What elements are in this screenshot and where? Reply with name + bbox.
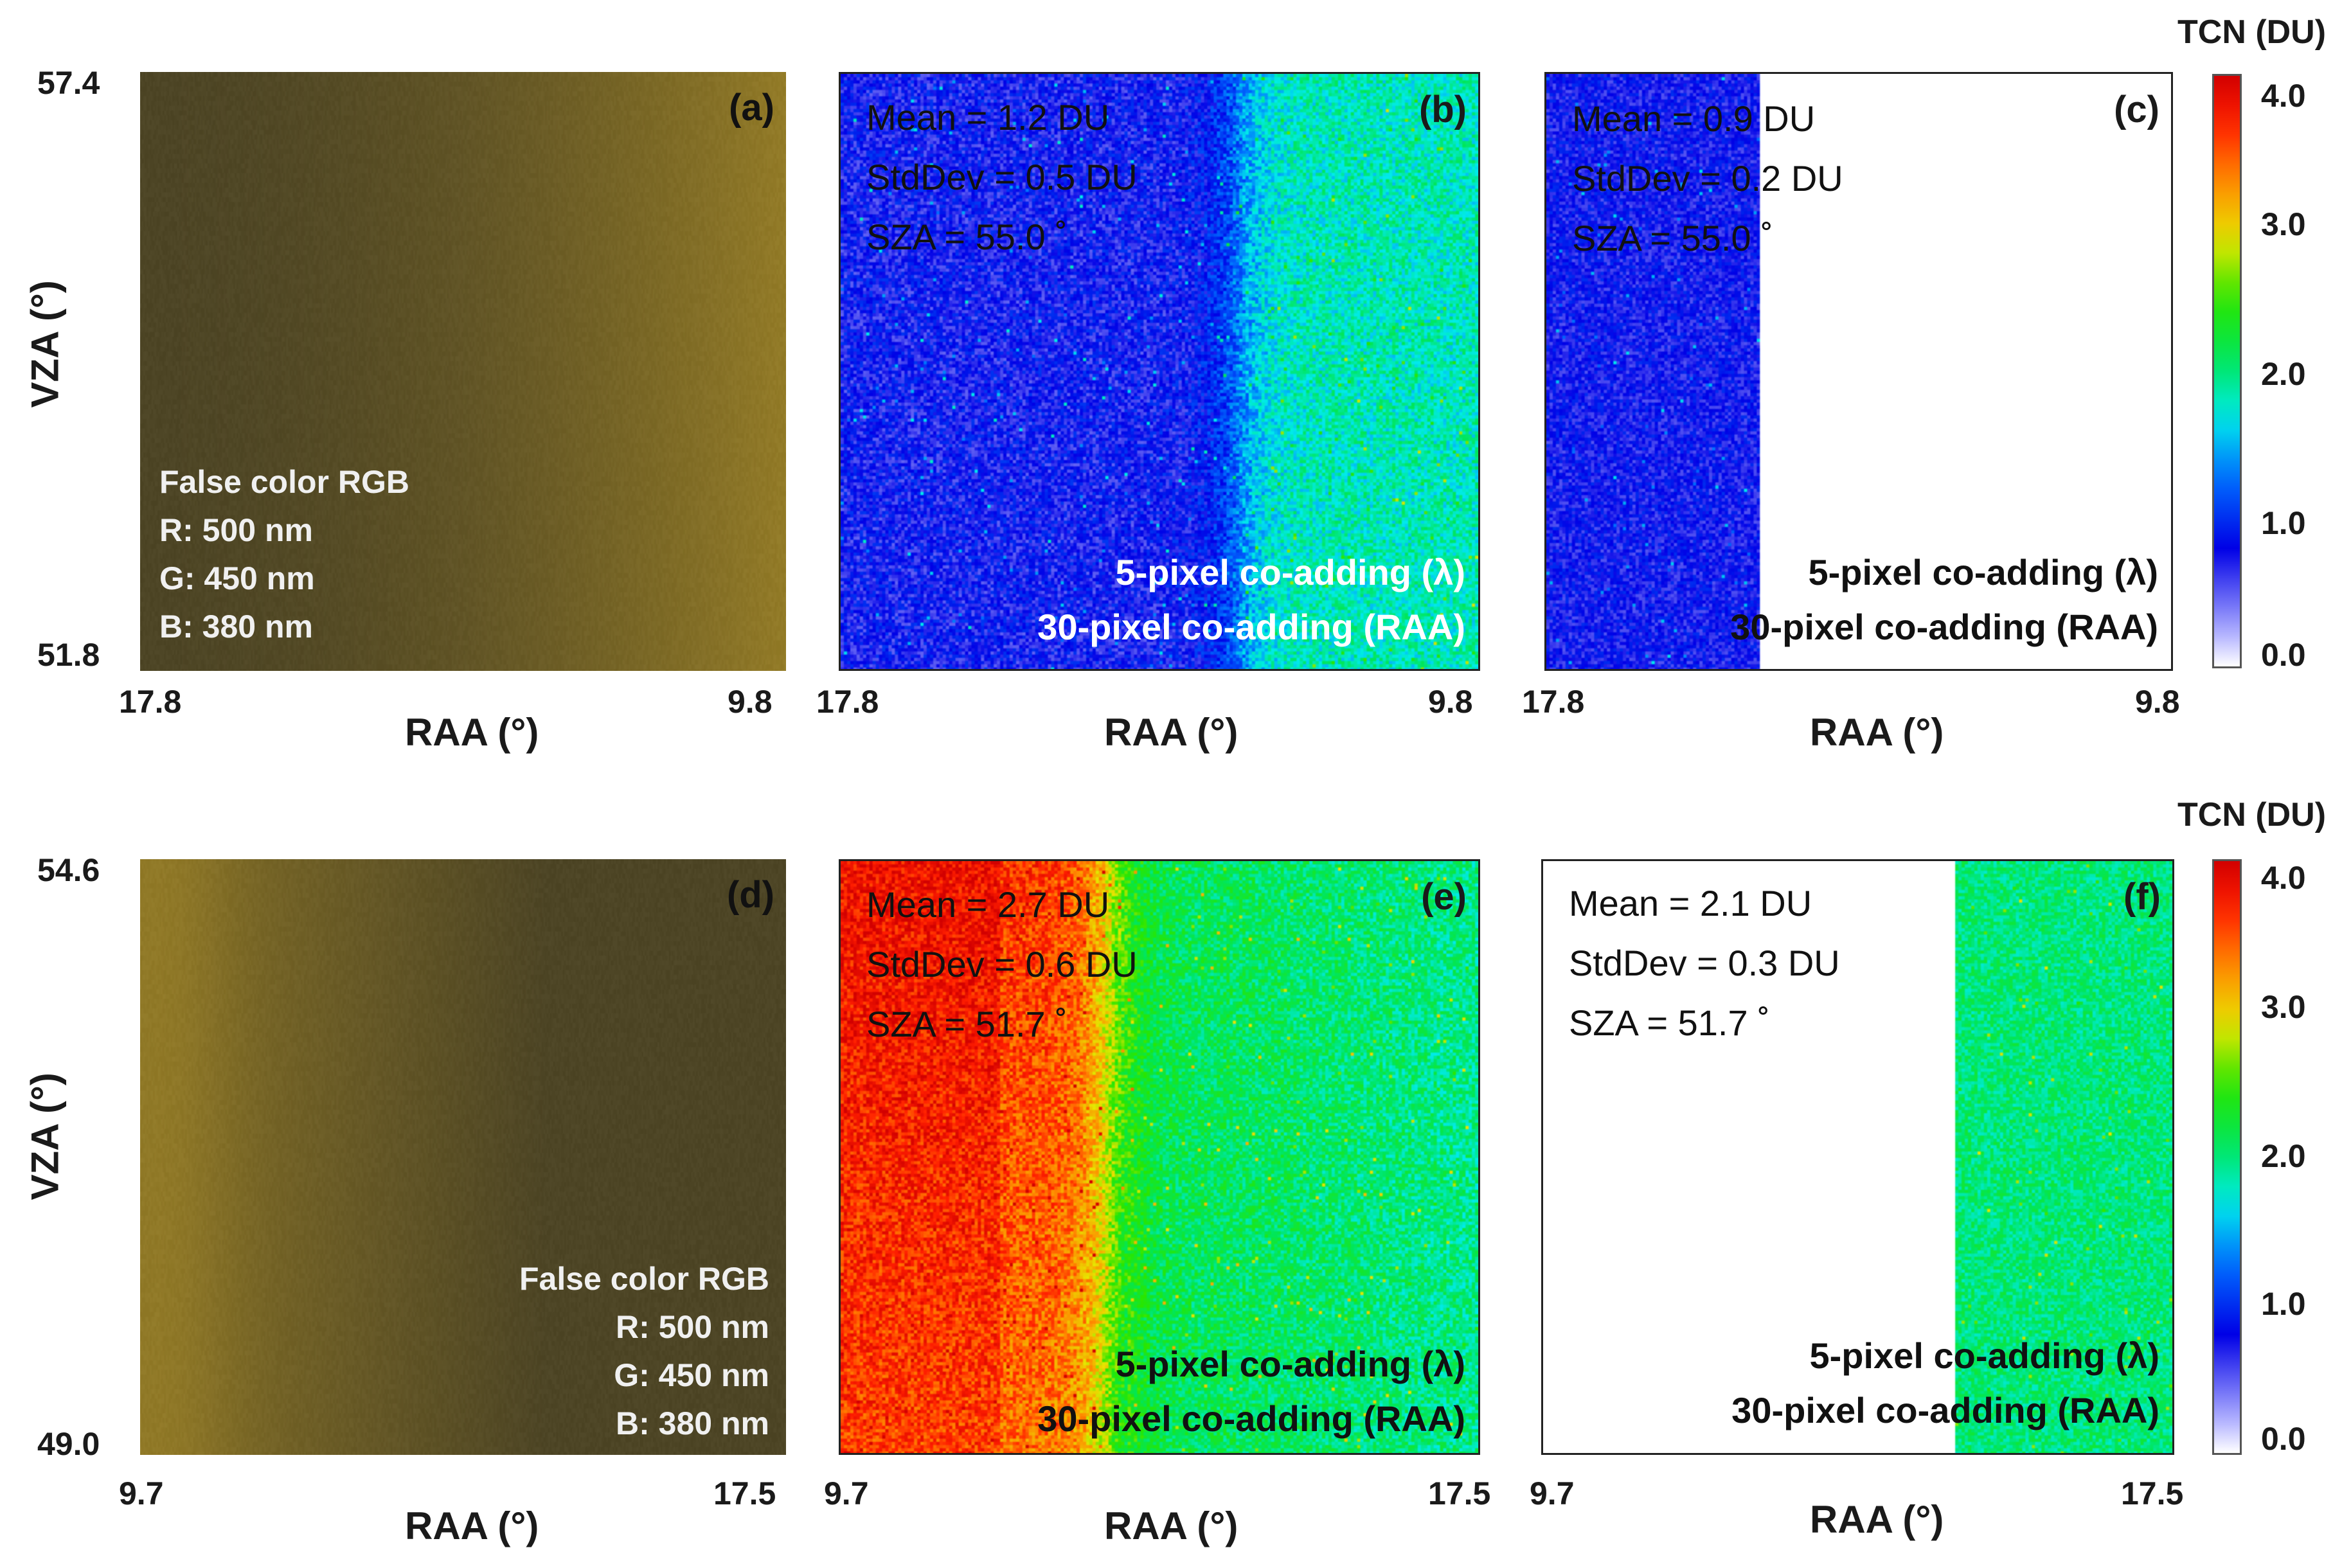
panel-c-heatmap	[1546, 74, 2171, 669]
panel-b-xtick-right: 9.8	[1428, 684, 1473, 720]
panel-f-stddev: StdDev = 0.3 DU	[1569, 943, 1840, 983]
colorbar2-tick-1: 1.0	[2261, 1286, 2306, 1322]
panel-e-xtick-left: 9.7	[824, 1475, 869, 1511]
panel-f-xtick-left: 9.7	[1530, 1475, 1575, 1511]
panel-c-label: (c)	[2114, 89, 2159, 130]
colorbar1-tick-1: 1.0	[2261, 505, 2306, 541]
panel-d-label: (d)	[726, 874, 774, 916]
colorbar1-tick-3: 3.0	[2261, 206, 2306, 242]
panel-a-xtick-left: 17.8	[119, 684, 182, 720]
panel-b-heatmap	[841, 74, 1478, 669]
panel-e-sza: SZA = 51.7 ˚	[866, 1004, 1068, 1044]
panel-d-xtick-right: 17.5	[713, 1475, 776, 1511]
panel-a-rgb-line-3: G: 450 nm	[159, 560, 315, 596]
panel-b-mean: Mean = 1.2 DU	[866, 97, 1110, 138]
panel-e-xtick-right: 17.5	[1428, 1475, 1491, 1511]
row1-ytick-top: 57.4	[37, 65, 100, 101]
panel-f-coadd-lambda: 5-pixel co-adding (λ)	[1809, 1335, 2160, 1376]
panel-c-sza: SZA = 55.0 ˚	[1572, 218, 1773, 258]
panel-a-xtick-right: 9.8	[728, 684, 773, 720]
panel-b-xtick-left: 17.8	[816, 684, 879, 720]
panel-c-stddev: StdDev = 0.2 DU	[1572, 158, 1843, 199]
panel-f-xlabel: RAA (°)	[1810, 1498, 1944, 1541]
panel-f-label: (f)	[2123, 876, 2161, 918]
panel-c-xtick-left: 17.8	[1522, 684, 1585, 720]
panel-c-mean: Mean = 0.9 DU	[1572, 98, 1816, 139]
panel-c-coadd-raa: 30-pixel co-adding (RAA)	[1730, 607, 2158, 647]
colorbar-1	[2212, 74, 2242, 668]
panel-e-label: (e)	[1421, 876, 1467, 918]
panel-b-coadd-raa: 30-pixel co-adding (RAA)	[1037, 607, 1465, 647]
panel-f-sza: SZA = 51.7 ˚	[1569, 1002, 1770, 1043]
panel-a-image	[140, 72, 786, 671]
panel-d-rgb-line-4: B: 380 nm	[616, 1405, 769, 1441]
panel-e-coadd-lambda: 5-pixel co-adding (λ)	[1115, 1344, 1466, 1384]
panel-f-coadd-raa: 30-pixel co-adding (RAA)	[1731, 1390, 2159, 1430]
colorbar2-tick-2: 2.0	[2261, 1138, 2306, 1174]
panel-e-coadd-raa: 30-pixel co-adding (RAA)	[1037, 1398, 1465, 1439]
row2-ytick-top: 54.6	[37, 852, 100, 888]
row1-ylabel: VZA (°)	[23, 280, 67, 408]
colorbar1-tick-2: 2.0	[2261, 356, 2306, 392]
panel-c-xtick-right: 9.8	[2135, 684, 2180, 720]
colorbar1-tick-4: 4.0	[2261, 78, 2306, 114]
panel-c-coadd-lambda: 5-pixel co-adding (λ)	[1808, 552, 2159, 592]
colorbar2-tick-0: 0.0	[2261, 1421, 2306, 1457]
colorbar1-title: TCN (DU)	[2177, 13, 2327, 51]
panel-c: (c) Mean = 0.9 DU StdDev = 0.2 DU SZA = …	[1544, 72, 2173, 671]
panel-a-rgb-line-4: B: 380 nm	[159, 609, 313, 645]
panel-e-xlabel: RAA (°)	[1104, 1504, 1238, 1547]
panel-e-stddev: StdDev = 0.6 DU	[866, 944, 1138, 984]
panel-a-rgb-line-1: False color RGB	[159, 464, 409, 500]
colorbar2-tick-3: 3.0	[2261, 989, 2306, 1025]
panel-e-mean: Mean = 2.7 DU	[866, 884, 1110, 925]
panel-d-xlabel: RAA (°)	[405, 1504, 539, 1547]
row2-ytick-bottom: 49.0	[37, 1426, 100, 1462]
panel-d-image	[140, 859, 786, 1455]
row1-ytick-bottom: 51.8	[37, 637, 100, 673]
panel-d-rgb-line-3: G: 450 nm	[614, 1357, 769, 1393]
colorbar2-title: TCN (DU)	[2177, 796, 2327, 833]
panel-a-rgb-line-2: R: 500 nm	[159, 512, 313, 548]
panel-a-xlabel: RAA (°)	[405, 711, 539, 754]
panel-b-label: (b)	[1418, 89, 1467, 130]
panel-e: (e) Mean = 2.7 DU StdDev = 0.6 DU SZA = …	[839, 859, 1480, 1455]
panel-e-heatmap	[841, 861, 1478, 1453]
panel-a: (a) False color RGB R: 500 nm G: 450 nm …	[140, 72, 786, 671]
panel-a-label: (a)	[729, 87, 774, 129]
panel-b: (b) Mean = 1.2 DU StdDev = 0.5 DU SZA = …	[839, 72, 1480, 671]
panel-d-xtick-left: 9.7	[119, 1475, 164, 1511]
colorbar-2	[2212, 859, 2242, 1455]
panel-d-rgb-line-2: R: 500 nm	[616, 1309, 769, 1345]
panel-f: (f) Mean = 2.1 DU StdDev = 0.3 DU SZA = …	[1541, 859, 2174, 1455]
panel-d-rgb-line-1: False color RGB	[519, 1261, 769, 1297]
panel-f-heatmap	[1543, 861, 2172, 1453]
panel-f-xtick-right: 17.5	[2121, 1475, 2184, 1511]
panel-f-mean: Mean = 2.1 DU	[1569, 883, 1812, 923]
panel-b-sza: SZA = 55.0 ˚	[866, 217, 1068, 257]
panel-b-stddev: StdDev = 0.5 DU	[866, 157, 1138, 197]
panel-b-xlabel: RAA (°)	[1104, 711, 1238, 754]
panel-c-xlabel: RAA (°)	[1810, 711, 1944, 754]
colorbar1-tick-0: 0.0	[2261, 637, 2306, 673]
row2-ylabel: VZA (°)	[23, 1073, 67, 1200]
colorbar2-tick-4: 4.0	[2261, 860, 2306, 896]
panel-b-coadd-lambda: 5-pixel co-adding (λ)	[1115, 552, 1466, 592]
panel-d: (d) False color RGB R: 500 nm G: 450 nm …	[140, 859, 786, 1455]
